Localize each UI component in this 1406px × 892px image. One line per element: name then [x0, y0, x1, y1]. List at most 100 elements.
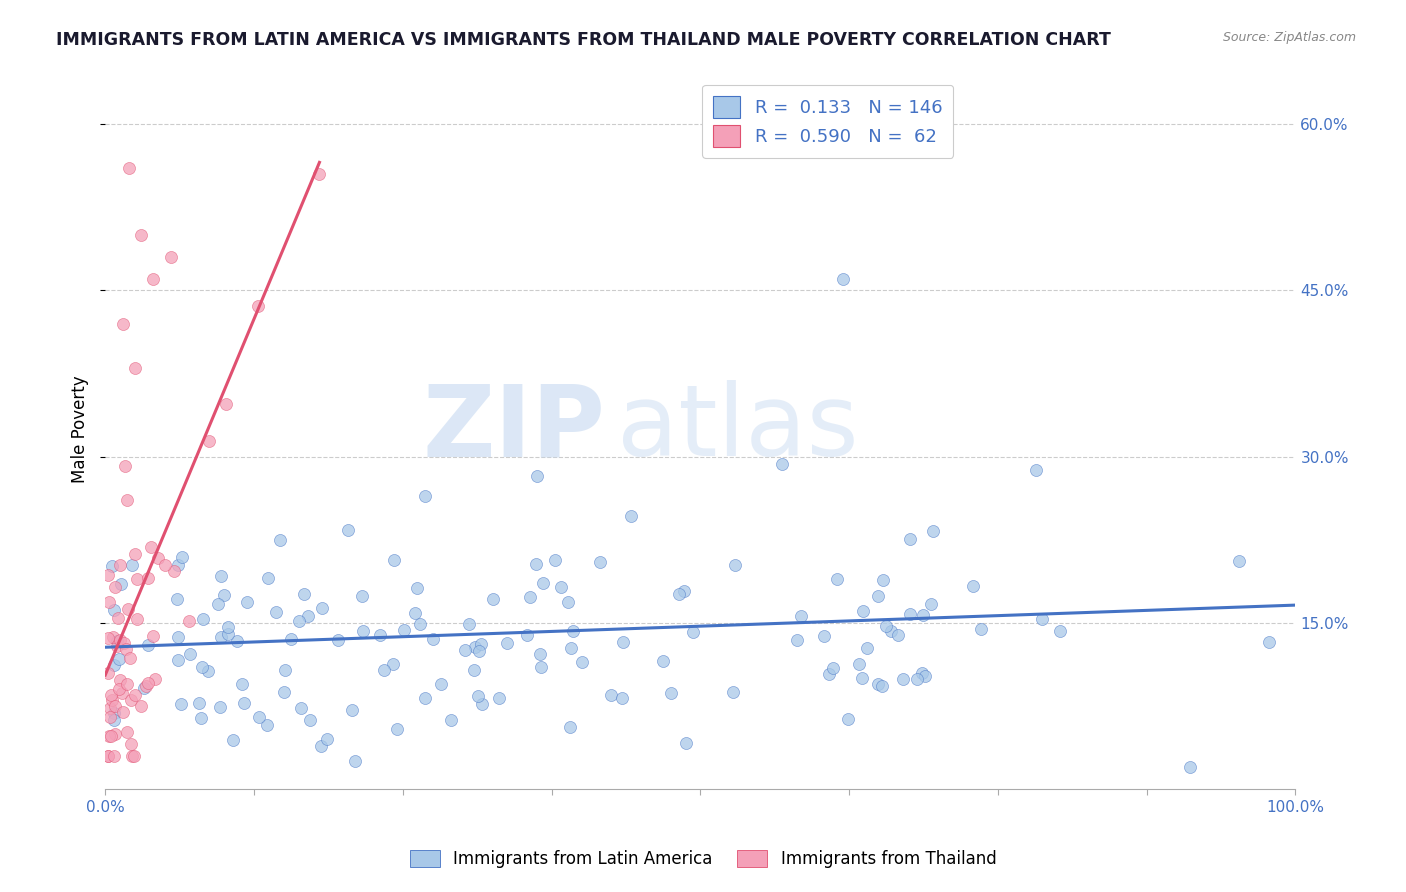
Point [440, 713, 463, 727]
Point [921, 524, 943, 538]
Point [898, 533, 921, 547]
Point [247, 298, 270, 312]
Point [526, 557, 548, 571]
Point [519, 591, 541, 605]
Text: Source: ZipAtlas.com: Source: ZipAtlas.com [1223, 31, 1357, 45]
Point [471, 697, 494, 711]
Point [832, 272, 855, 286]
Point [316, 731, 339, 746]
Point [813, 629, 835, 643]
Point [198, 434, 221, 448]
Point [129, 227, 152, 242]
Point [463, 663, 485, 677]
Point [392, 623, 415, 637]
Point [1025, 462, 1047, 476]
Point [851, 671, 873, 685]
Point [1257, 635, 1279, 649]
Point [105, 634, 128, 648]
Point [98, 709, 121, 723]
Point [124, 547, 146, 561]
Point [373, 663, 395, 677]
Point [818, 667, 841, 681]
Point [880, 624, 903, 638]
Point [120, 737, 142, 751]
Point [970, 622, 993, 636]
Point [209, 569, 232, 583]
Point [100, 559, 122, 574]
Point [526, 468, 548, 483]
Point [837, 712, 859, 726]
Point [97, 748, 120, 763]
Point [298, 713, 321, 727]
Point [413, 691, 436, 706]
Point [337, 523, 360, 537]
Point [297, 609, 319, 624]
Point [1031, 612, 1053, 626]
Point [231, 677, 253, 691]
Point [1178, 760, 1201, 774]
Point [143, 672, 166, 686]
Point [110, 673, 132, 687]
Point [273, 684, 295, 698]
Point [166, 592, 188, 607]
Point [368, 628, 391, 642]
Y-axis label: Male Poverty: Male Poverty [72, 375, 89, 483]
Point [516, 627, 538, 641]
Point [225, 633, 247, 648]
Point [107, 611, 129, 625]
Legend: Immigrants from Latin America, Immigrants from Thailand: Immigrants from Latin America, Immigrant… [404, 843, 1002, 875]
Text: atlas: atlas [617, 380, 859, 477]
Point [103, 748, 125, 763]
Point [409, 616, 432, 631]
Point [825, 573, 848, 587]
Point [620, 508, 643, 523]
Point [115, 724, 138, 739]
Point [905, 672, 928, 686]
Point [127, 572, 149, 586]
Point [898, 607, 921, 621]
Point [1227, 554, 1250, 568]
Point [118, 650, 141, 665]
Point [139, 540, 162, 554]
Point [153, 558, 176, 572]
Point [872, 573, 894, 587]
Point [124, 360, 146, 375]
Point [659, 686, 682, 700]
Point [530, 660, 553, 674]
Point [142, 629, 165, 643]
Point [247, 710, 270, 724]
Point [103, 603, 125, 617]
Point [108, 682, 131, 697]
Point [107, 652, 129, 666]
Point [104, 727, 127, 741]
Point [111, 686, 134, 700]
Point [100, 729, 122, 743]
Point [179, 647, 201, 661]
Point [531, 576, 554, 591]
Point [103, 658, 125, 673]
Point [848, 657, 870, 672]
Point [852, 604, 875, 618]
Point [207, 598, 229, 612]
Point [166, 558, 188, 572]
Point [114, 458, 136, 473]
Point [430, 677, 453, 691]
Point [112, 317, 135, 331]
Point [464, 640, 486, 655]
Point [482, 591, 505, 606]
Point [340, 703, 363, 717]
Point [682, 624, 704, 639]
Point [870, 679, 893, 693]
Point [121, 558, 143, 572]
Point [651, 654, 673, 668]
Point [136, 675, 159, 690]
Point [215, 397, 238, 411]
Point [97, 631, 120, 645]
Point [1049, 624, 1071, 638]
Point [786, 633, 808, 648]
Legend: R =  0.133   N = 146, R =  0.590   N =  62: R = 0.133 N = 146, R = 0.590 N = 62 [703, 85, 953, 158]
Point [114, 641, 136, 656]
Point [217, 620, 239, 634]
Point [470, 637, 492, 651]
Point [97, 567, 120, 582]
